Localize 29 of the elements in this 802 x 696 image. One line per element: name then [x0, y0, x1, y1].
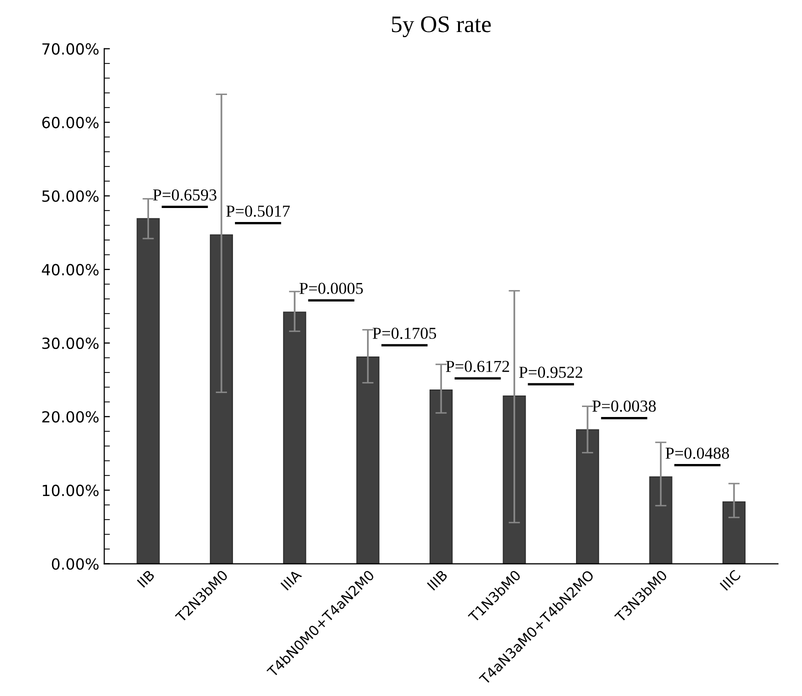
annotation: P=0.5017: [226, 206, 290, 217]
bar: [356, 356, 380, 564]
chart-title: 5y OS rate: [392, 16, 491, 38]
x-tick-label: IIIC: [720, 569, 742, 591]
bar: [283, 312, 306, 564]
y-tick-label: 60.00%: [42, 116, 99, 128]
annotation: P=0.0488: [666, 448, 730, 459]
y-tick-label: 40.00%: [42, 264, 99, 276]
bar: [502, 395, 526, 564]
annotation: P=0.6593: [153, 189, 216, 201]
y-tick-label: 50.00%: [42, 190, 99, 202]
bar: [430, 390, 453, 564]
annotation: P=0.6172: [446, 360, 510, 372]
y-tick-label: 10.00%: [42, 484, 99, 496]
y-tick-label: 0.00%: [52, 558, 99, 570]
annotation: P=0.0038: [592, 400, 656, 412]
bar: [210, 234, 233, 564]
annotation: P=0.1705: [372, 328, 436, 339]
bar: [576, 429, 600, 564]
x-tick-label: IIIB: [426, 570, 448, 591]
bar: [136, 218, 160, 564]
y-tick-label: 30.00%: [42, 337, 99, 350]
annotation: P=0.9522: [519, 366, 582, 378]
x-tick-label: IIB: [136, 570, 155, 588]
y-tick-label: 70.00%: [42, 43, 99, 55]
annotation: P=0.0005: [299, 282, 363, 294]
bar: [649, 476, 672, 564]
bar: [722, 501, 746, 564]
y-tick-label: 20.00%: [42, 411, 99, 423]
